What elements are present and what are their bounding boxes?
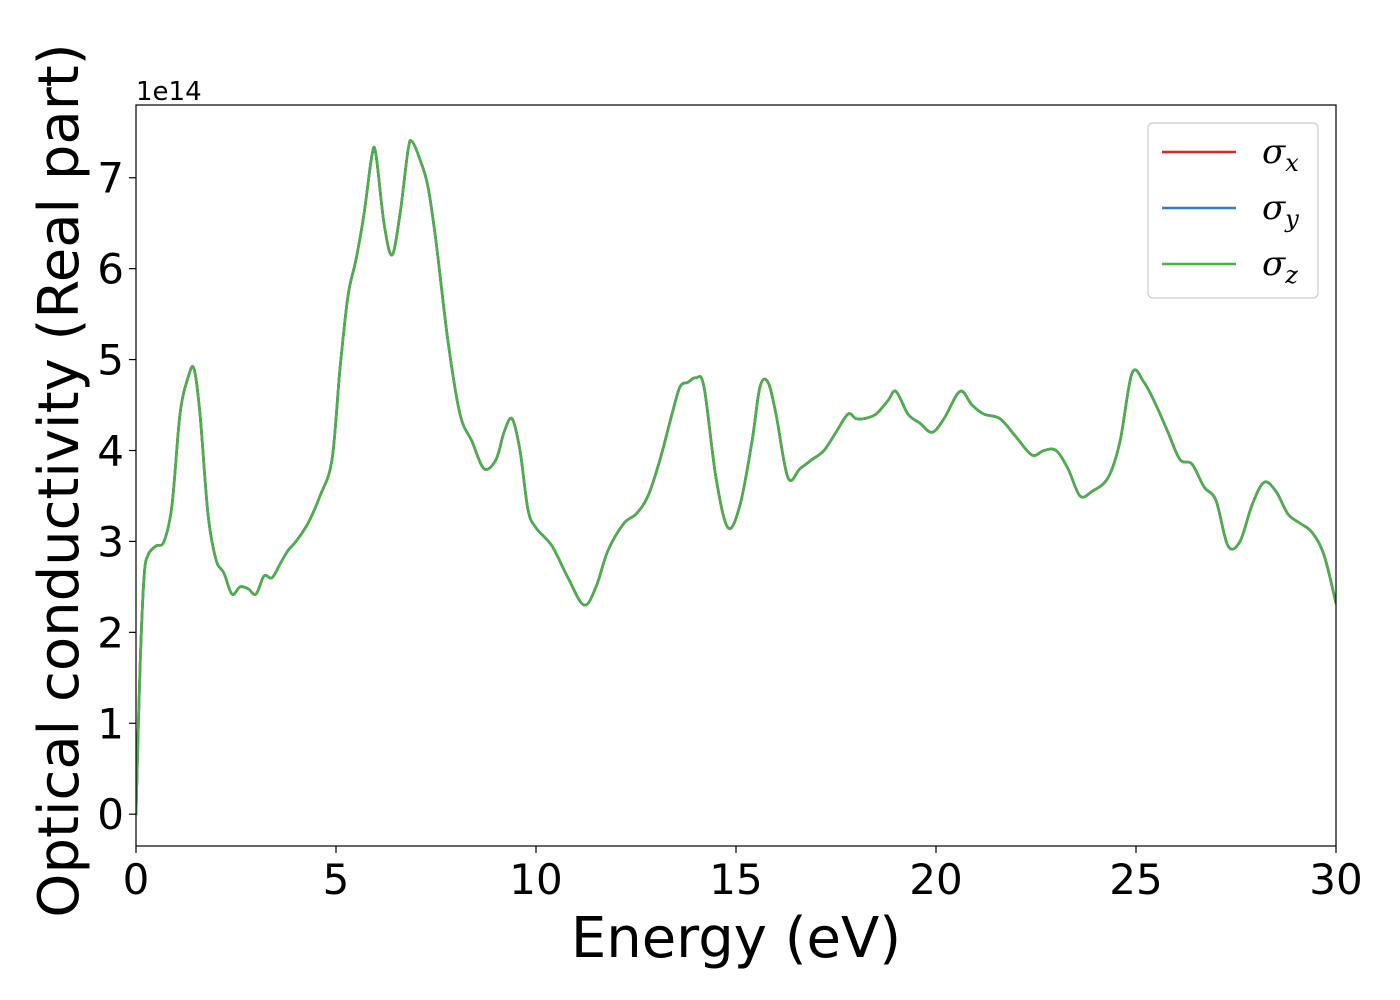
y-tick-label: 4 xyxy=(97,426,124,475)
y-axis-label: Optical conductivity (Real part) xyxy=(27,43,92,917)
series-line-z xyxy=(136,139,1336,816)
x-tick-label: 0 xyxy=(123,855,150,904)
x-axis-ticks: 0 5 10 15 20 25 30 xyxy=(123,846,1363,904)
legend-label-y: σy xyxy=(1262,188,1299,233)
y-tick-label: 3 xyxy=(97,517,124,566)
y-tick-label: 5 xyxy=(97,336,124,385)
legend-box xyxy=(1147,122,1319,299)
x-tick-label: 20 xyxy=(909,855,962,904)
y-axis-ticks: 0 1 2 3 4 5 6 7 xyxy=(97,154,136,839)
y-tick-label: 2 xyxy=(97,608,124,657)
y-tick-label: 1 xyxy=(97,699,124,748)
y-offset-label: 1e14 xyxy=(136,77,202,107)
x-tick-label: 10 xyxy=(509,855,562,904)
series-layer xyxy=(136,139,1336,816)
y-tick-label: 7 xyxy=(97,154,124,203)
x-axis-label: Energy (eV) xyxy=(571,906,901,971)
legend: σx σy σz xyxy=(1147,122,1319,299)
legend-label-x: σx xyxy=(1262,132,1299,177)
x-tick-label: 5 xyxy=(323,855,350,904)
y-tick-label: 0 xyxy=(97,790,124,839)
x-tick-label: 25 xyxy=(1109,855,1162,904)
x-tick-label: 30 xyxy=(1309,855,1362,904)
legend-label-z: σz xyxy=(1262,244,1298,289)
y-tick-label: 6 xyxy=(97,245,124,294)
x-tick-label: 15 xyxy=(709,855,762,904)
